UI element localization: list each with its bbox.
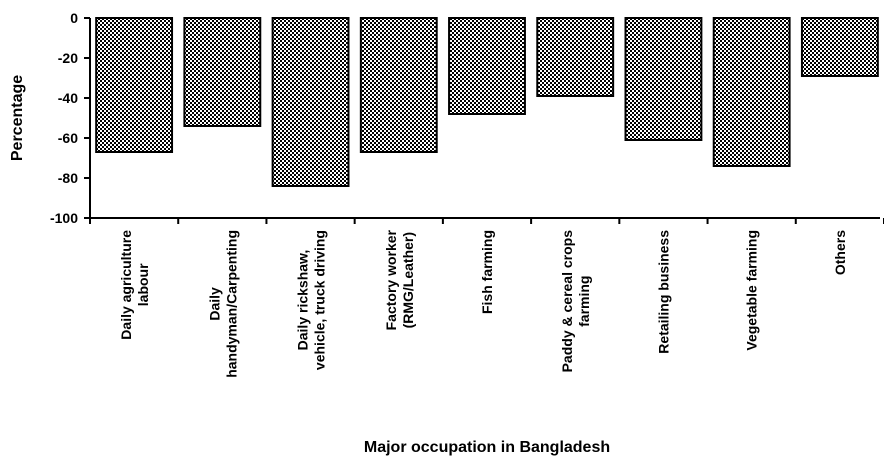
x-tick-label: Factory worker(RMG/Leather) [383,229,416,330]
x-tick-label: Fish farming [479,230,495,314]
bar [448,17,526,115]
y-tick-label: -20 [58,50,78,66]
x-tick-label: Others [832,230,848,275]
x-axis-label: Major occupation in Bangladesh [364,439,610,456]
y-tick-label: -100 [50,210,78,226]
y-tick-label: -40 [58,90,78,106]
bar [95,17,174,153]
x-tick-label: Paddy & cereal cropsfarming [559,230,592,373]
bar [271,17,350,187]
y-tick-label: -80 [58,170,78,186]
x-tick-label: Retailing business [655,230,671,354]
y-axis-label: Percentage [9,75,26,161]
bar [183,17,262,127]
y-tick-label: 0 [70,10,78,26]
x-tick-label: Daily rickshaw,vehicle, truck driving [295,230,328,370]
bar [624,17,703,141]
x-tick-label: Daily agriculturelabour [118,230,151,340]
y-tick-label: -60 [58,130,78,146]
bar [712,17,791,167]
bar [536,17,615,97]
bar [800,17,879,77]
bar [359,17,438,153]
x-tick-label: Vegetable farming [744,230,760,351]
x-tick-label: Dailyhandyman/Carpenting [206,230,239,378]
